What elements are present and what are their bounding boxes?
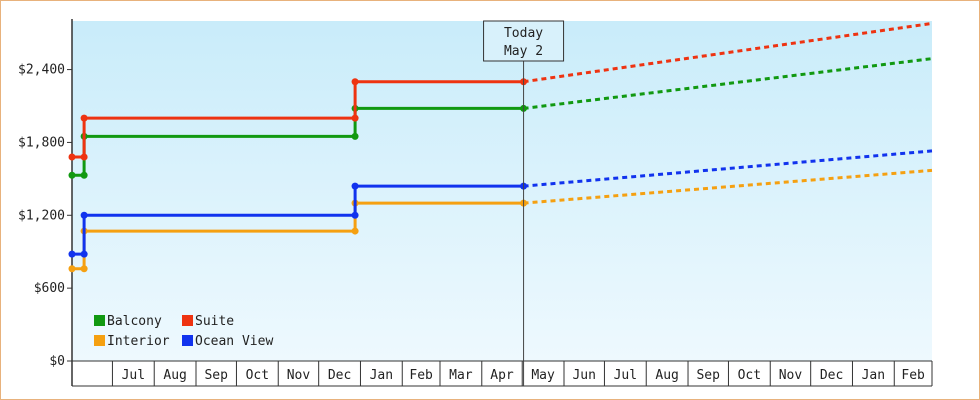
data-point xyxy=(351,182,359,190)
data-point xyxy=(68,250,76,258)
x-month-label: Apr xyxy=(490,368,514,383)
data-point xyxy=(68,153,76,161)
data-point xyxy=(80,265,88,273)
data-point xyxy=(68,171,76,179)
forecast-line xyxy=(523,21,933,84)
x-month-label: Aug xyxy=(163,368,186,383)
x-month-label: May xyxy=(531,368,555,383)
x-month-label: Nov xyxy=(779,368,803,383)
y-tick-label: $0 xyxy=(49,354,65,369)
y-axis: $0 $600 $1,200 $1,800 $2,400 xyxy=(18,19,73,386)
legend-swatch xyxy=(94,335,105,346)
x-month-label: Nov xyxy=(287,368,311,383)
data-point xyxy=(80,114,88,122)
legend-item-ocean-view: Ocean View xyxy=(182,334,273,349)
legend-label: Interior xyxy=(107,334,170,349)
legend-label: Suite xyxy=(195,314,234,329)
today-box xyxy=(483,20,565,62)
series-lines xyxy=(68,21,933,273)
legend-item-balcony: Balcony xyxy=(94,314,162,329)
data-point xyxy=(351,114,359,122)
data-point xyxy=(80,250,88,258)
x-month-label: Jun xyxy=(572,368,595,383)
series-suite xyxy=(68,21,933,161)
today-label: Today xyxy=(504,26,543,41)
x-month-label: Mar xyxy=(449,368,473,383)
legend-label: Balcony xyxy=(107,314,162,329)
data-point xyxy=(80,211,88,219)
legend-label: Ocean View xyxy=(195,334,273,349)
data-point xyxy=(351,211,359,219)
x-month-label: Feb xyxy=(901,368,925,383)
legend-item-interior: Interior xyxy=(94,334,170,349)
x-month-label: Oct xyxy=(246,368,269,383)
x-month-label: Jul xyxy=(614,368,637,383)
x-month-label: Dec xyxy=(820,368,843,383)
x-month-label: Dec xyxy=(328,368,351,383)
x-month-label: Sep xyxy=(204,368,228,383)
legend-swatch xyxy=(182,335,193,346)
x-month-label: Oct xyxy=(738,368,761,383)
data-point xyxy=(351,132,359,140)
x-month-label: Aug xyxy=(655,368,678,383)
data-point xyxy=(80,153,88,161)
y-tick-label: $2,400 xyxy=(18,63,65,78)
x-axis: Jul Aug Sep Oct Nov Dec Jan Feb Mar Apr May Jun Jul A… xyxy=(72,360,933,387)
today-marker: Today May 2 xyxy=(483,20,565,386)
x-month-label: Feb xyxy=(409,368,433,383)
legend-item-suite: Suite xyxy=(182,314,234,329)
x-month-label: Sep xyxy=(696,368,720,383)
legend-swatch xyxy=(94,315,105,326)
data-point xyxy=(68,265,76,273)
x-month-label: Jan xyxy=(370,368,393,383)
legend-swatch xyxy=(182,315,193,326)
data-point xyxy=(351,227,359,235)
forecast-line xyxy=(523,57,933,110)
y-tick-label: $600 xyxy=(34,281,65,296)
data-point xyxy=(351,78,359,86)
y-tick-label: $1,200 xyxy=(18,208,65,223)
today-date: May 2 xyxy=(504,44,543,59)
plot-background xyxy=(72,21,932,361)
y-tick-label: $1,800 xyxy=(18,135,65,150)
data-point xyxy=(80,171,88,179)
legend: Balcony Suite Interior Ocean View xyxy=(94,314,273,349)
x-month-label: Jan xyxy=(862,368,885,383)
x-month-label: Jul xyxy=(122,368,145,383)
